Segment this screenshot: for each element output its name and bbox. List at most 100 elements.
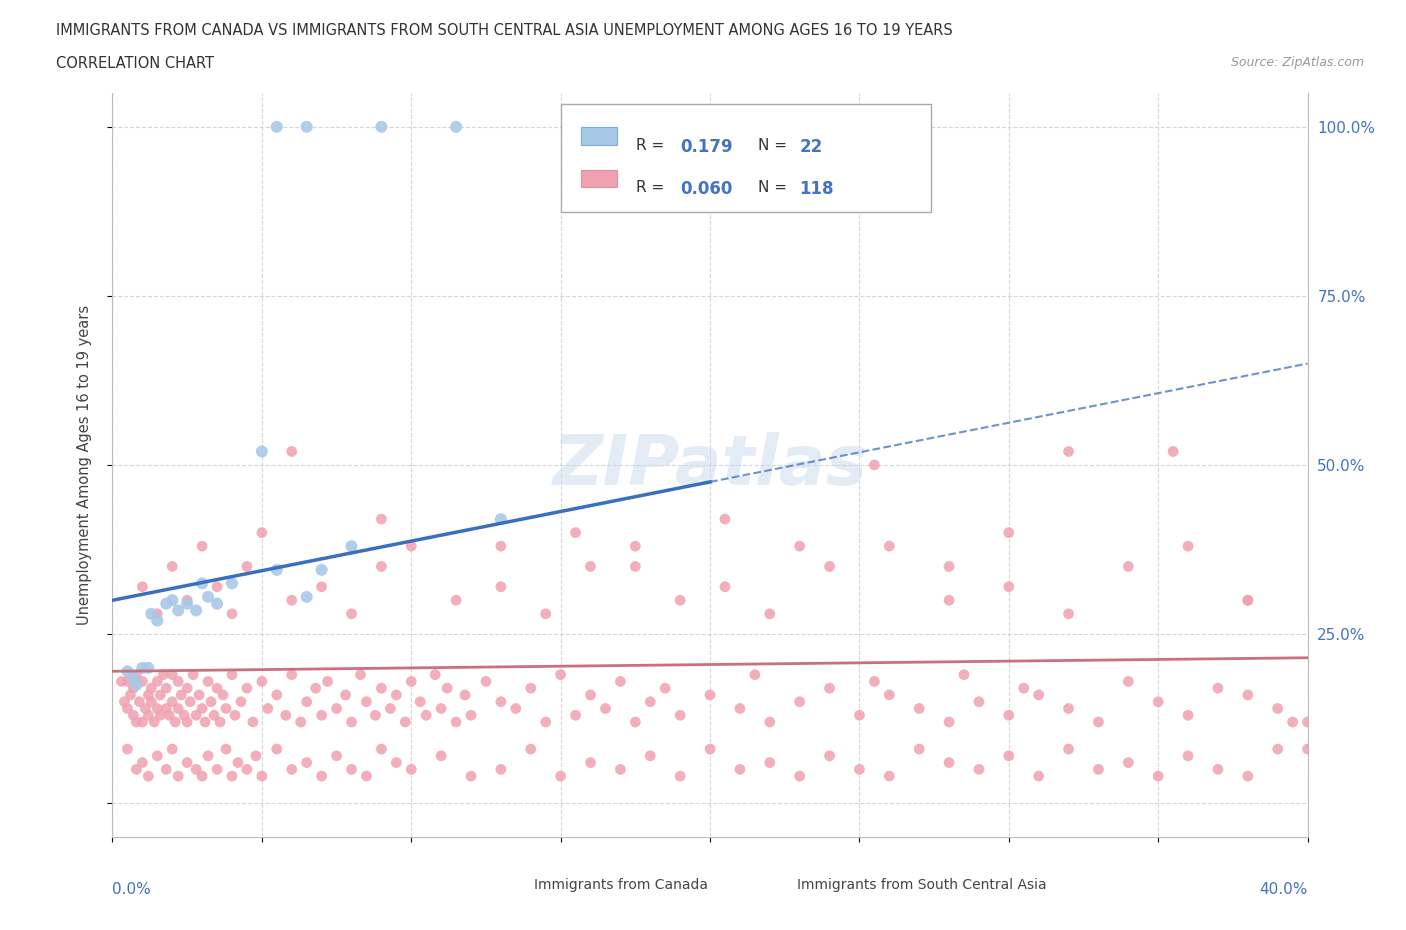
Point bbox=[305, 681, 328, 696]
Point bbox=[579, 755, 602, 770]
Point bbox=[1118, 674, 1140, 689]
Point bbox=[191, 576, 214, 591]
Point bbox=[818, 749, 841, 764]
Point bbox=[138, 769, 160, 784]
Point bbox=[1118, 755, 1140, 770]
Point bbox=[1118, 559, 1140, 574]
Point bbox=[266, 563, 288, 578]
Point bbox=[131, 660, 153, 675]
Point bbox=[316, 674, 339, 689]
Point bbox=[295, 755, 318, 770]
Point bbox=[125, 762, 148, 777]
Point bbox=[200, 695, 222, 710]
Point bbox=[122, 681, 145, 696]
Point bbox=[236, 559, 259, 574]
Point bbox=[138, 660, 160, 675]
Point bbox=[370, 512, 392, 526]
Point bbox=[489, 538, 512, 553]
Point bbox=[349, 667, 371, 682]
Point bbox=[335, 687, 357, 702]
Point bbox=[728, 701, 751, 716]
Point bbox=[1206, 681, 1229, 696]
Point bbox=[370, 681, 392, 696]
Point bbox=[117, 741, 139, 756]
Point bbox=[415, 708, 437, 723]
Point bbox=[401, 538, 423, 553]
Point bbox=[848, 708, 870, 723]
Point bbox=[141, 606, 163, 621]
Point bbox=[186, 762, 208, 777]
Point bbox=[789, 769, 811, 784]
Point bbox=[385, 687, 408, 702]
FancyBboxPatch shape bbox=[561, 104, 931, 212]
Point bbox=[149, 708, 172, 723]
Point bbox=[669, 708, 692, 723]
Point bbox=[340, 538, 363, 553]
FancyBboxPatch shape bbox=[495, 878, 524, 893]
Point bbox=[699, 687, 721, 702]
Point bbox=[191, 538, 214, 553]
Point bbox=[967, 695, 990, 710]
Text: IMMIGRANTS FROM CANADA VS IMMIGRANTS FROM SOUTH CENTRAL ASIA UNEMPLOYMENT AMONG : IMMIGRANTS FROM CANADA VS IMMIGRANTS FRO… bbox=[56, 23, 953, 38]
Text: N =: N = bbox=[758, 180, 792, 195]
Point bbox=[221, 606, 243, 621]
FancyBboxPatch shape bbox=[758, 878, 787, 893]
Point bbox=[179, 695, 201, 710]
Point bbox=[430, 701, 453, 716]
Point bbox=[149, 687, 172, 702]
Point bbox=[848, 762, 870, 777]
Point bbox=[1057, 444, 1080, 458]
Text: 0.0%: 0.0% bbox=[112, 882, 152, 897]
Point bbox=[654, 681, 676, 696]
Point bbox=[624, 714, 647, 729]
Point bbox=[202, 708, 225, 723]
Point bbox=[669, 592, 692, 607]
Point bbox=[281, 667, 304, 682]
Point bbox=[356, 695, 378, 710]
Point bbox=[728, 762, 751, 777]
FancyBboxPatch shape bbox=[581, 127, 617, 145]
Point bbox=[444, 119, 467, 134]
Point bbox=[125, 714, 148, 729]
Point bbox=[165, 714, 187, 729]
Point bbox=[117, 701, 139, 716]
Point bbox=[191, 769, 214, 784]
Point bbox=[1161, 444, 1184, 458]
Text: ZIPatlas: ZIPatlas bbox=[553, 432, 868, 498]
Point bbox=[1087, 762, 1109, 777]
Point bbox=[155, 681, 177, 696]
Point bbox=[436, 681, 458, 696]
Point bbox=[131, 674, 153, 689]
Point bbox=[215, 741, 238, 756]
Point bbox=[155, 762, 177, 777]
Point bbox=[134, 701, 156, 716]
Point bbox=[520, 741, 543, 756]
Point bbox=[229, 695, 252, 710]
Point bbox=[205, 579, 228, 594]
Point bbox=[908, 741, 931, 756]
Point bbox=[1028, 687, 1050, 702]
Point bbox=[938, 714, 960, 729]
Point bbox=[117, 664, 139, 679]
Point bbox=[818, 559, 841, 574]
Point bbox=[176, 714, 198, 729]
Point bbox=[564, 525, 586, 540]
Point bbox=[489, 762, 512, 777]
Point bbox=[176, 681, 198, 696]
Point bbox=[1206, 762, 1229, 777]
Point bbox=[138, 708, 160, 723]
Point bbox=[181, 667, 204, 682]
Point bbox=[1237, 769, 1260, 784]
Text: 0.179: 0.179 bbox=[681, 138, 733, 155]
Point bbox=[1057, 606, 1080, 621]
Point bbox=[117, 674, 139, 689]
Point bbox=[475, 674, 498, 689]
Point bbox=[212, 687, 235, 702]
Point bbox=[146, 674, 169, 689]
Point bbox=[131, 579, 153, 594]
Point bbox=[197, 749, 219, 764]
Point bbox=[131, 755, 153, 770]
Point bbox=[162, 559, 183, 574]
Point bbox=[110, 674, 132, 689]
Point bbox=[818, 681, 841, 696]
